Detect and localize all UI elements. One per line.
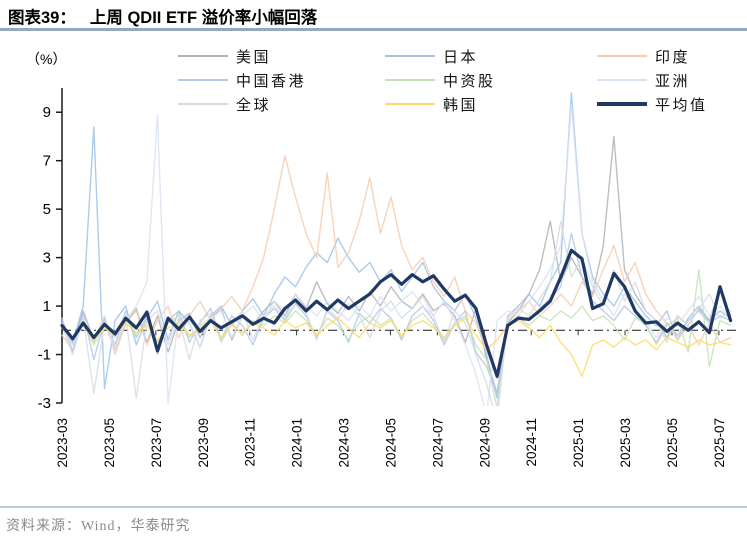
svg-text:2024-09: 2024-09: [477, 418, 492, 468]
title-divider: [0, 28, 747, 31]
svg-text:2025-01: 2025-01: [571, 418, 586, 468]
svg-text:1: 1: [43, 298, 51, 315]
svg-text:2023-03: 2023-03: [55, 418, 70, 468]
premium-rate-line-chart: 2023-03 2023-05 2023-07 2023-09 2023-11 2024-…: [26, 51, 738, 468]
svg-text:3: 3: [43, 250, 51, 267]
chart-title-tag: 图表39：: [8, 9, 76, 27]
svg-text:2023-05: 2023-05: [102, 418, 117, 468]
svg-text:2023-07: 2023-07: [149, 418, 164, 468]
svg-text:9: 9: [43, 104, 51, 121]
svg-text:2024-03: 2024-03: [337, 418, 352, 468]
svg-text:2024-01: 2024-01: [290, 418, 305, 468]
svg-text:-3: -3: [38, 395, 51, 412]
svg-text:2025-03: 2025-03: [618, 418, 633, 468]
chart-title: 图表39： 上周 QDII ETF 溢价率小幅回落: [8, 4, 317, 28]
svg-text:2025-07: 2025-07: [712, 418, 727, 468]
chart-title-text: 上周 QDII ETF 溢价率小幅回落: [89, 9, 318, 27]
svg-text:2024-11: 2024-11: [524, 418, 539, 467]
source-text: 资料来源：Wind，华泰研究: [6, 519, 191, 534]
svg-text:-1: -1: [38, 347, 51, 364]
svg-text:7: 7: [43, 153, 51, 170]
svg-text:2024-05: 2024-05: [383, 418, 398, 468]
svg-text:2023-09: 2023-09: [196, 418, 211, 468]
svg-text:2025-05: 2025-05: [665, 418, 680, 468]
svg-text:2024-07: 2024-07: [430, 418, 445, 468]
svg-text:5: 5: [43, 201, 51, 218]
svg-text:2023-11: 2023-11: [243, 418, 258, 467]
svg-text:（%）: （%）: [26, 51, 66, 67]
source-note: 资料来源：Wind，华泰研究: [0, 506, 747, 535]
